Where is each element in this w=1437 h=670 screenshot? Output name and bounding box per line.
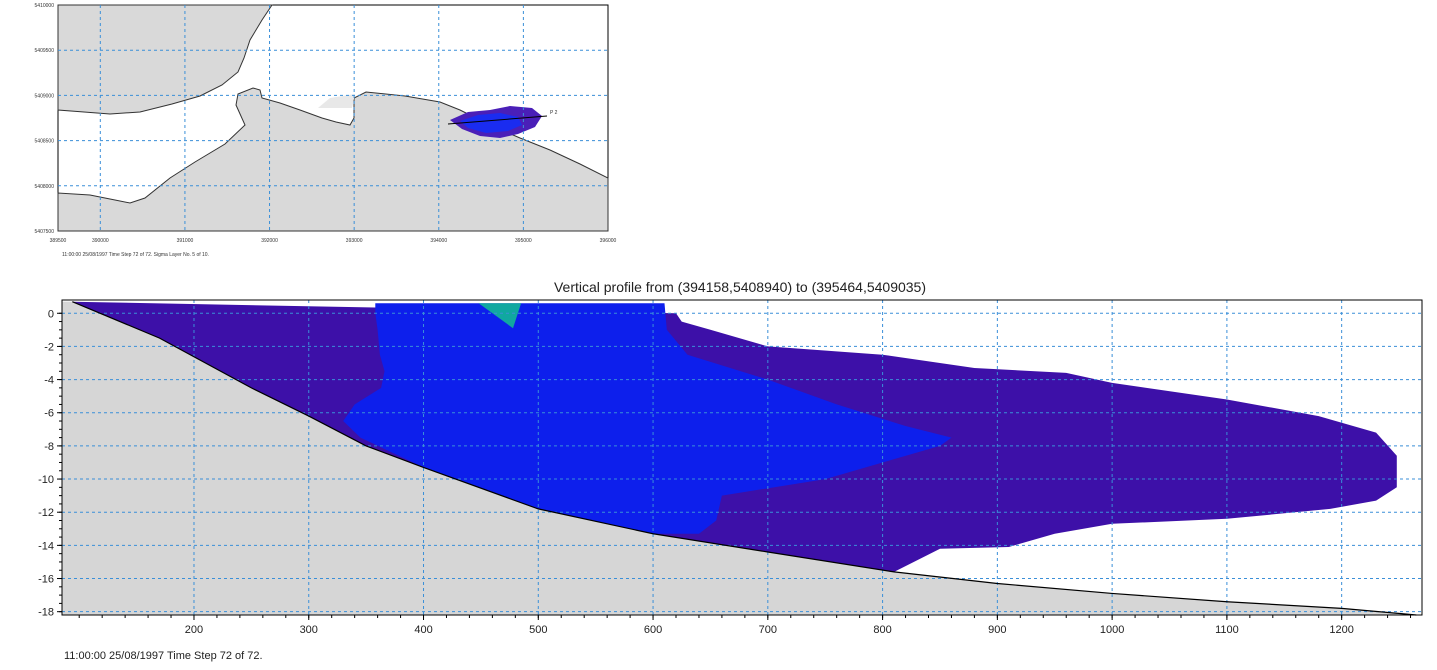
x-tick-label: 800 bbox=[873, 624, 891, 636]
map-x-tick-label: 394000 bbox=[430, 238, 447, 244]
map-transect-line bbox=[447, 115, 548, 125]
x-tick-label: 900 bbox=[988, 624, 1006, 636]
y-tick-label: -14 bbox=[38, 540, 54, 552]
x-tick-label: 1000 bbox=[1100, 624, 1124, 636]
y-tick-label: -16 bbox=[38, 574, 54, 586]
plot-frame bbox=[61, 299, 1423, 616]
y-tick-label: -10 bbox=[38, 474, 54, 486]
x-tick-label: 500 bbox=[529, 624, 547, 636]
x-tick-label: 300 bbox=[300, 624, 318, 636]
x-tick-label: 700 bbox=[759, 624, 777, 636]
seabed-line bbox=[72, 301, 1417, 616]
y-tick-label: -18 bbox=[38, 607, 54, 619]
map-status-text: 11:00:00 25/08/1997 Time Step 72 of 72. … bbox=[62, 252, 209, 258]
map-x-tick-label: 390000 bbox=[92, 238, 109, 244]
concentration-band-3 bbox=[478, 303, 522, 329]
map-x-tick-label: 392000 bbox=[261, 238, 278, 244]
map-y-tick-label: 5409000 bbox=[35, 93, 55, 99]
map-y-tick-label: 5408500 bbox=[35, 139, 55, 145]
plan-view-map: P 2 389500 390000 391000 392000 393000 394000… bbox=[35, 3, 617, 258]
map-x-tick-label: 395000 bbox=[515, 238, 532, 244]
map-land-north bbox=[57, 4, 273, 115]
map-point-label: P 2 bbox=[550, 110, 558, 116]
map-x-tick-label: 391000 bbox=[177, 238, 194, 244]
x-tick-label: 200 bbox=[185, 624, 203, 636]
vertical-profile: 200 300 400 500 600 700 800 900 1000 1100 1200 0 -2 -… bbox=[38, 299, 1423, 636]
map-plume-core bbox=[460, 113, 522, 133]
map-y-tick-label: 5407500 bbox=[35, 229, 55, 235]
concentration-band-2 bbox=[343, 303, 952, 534]
y-tick-label: -12 bbox=[38, 507, 54, 519]
y-tick-label: 0 bbox=[48, 308, 54, 320]
x-tick-label: 600 bbox=[644, 624, 662, 636]
x-tick-label: 1100 bbox=[1215, 624, 1239, 636]
y-tick-label: -4 bbox=[44, 375, 54, 387]
map-x-tick-label: 389500 bbox=[50, 238, 67, 244]
map-y-tick-label: 5410000 bbox=[35, 3, 55, 9]
profile-title: Vertical profile from (394158,5408940) t… bbox=[554, 279, 926, 295]
map-x-tick-label: 396000 bbox=[600, 238, 617, 244]
map-y-tick-label: 5408000 bbox=[35, 184, 55, 190]
y-tick-label: -2 bbox=[44, 341, 54, 353]
y-tick-label: -8 bbox=[44, 441, 54, 453]
profile-status-text: 11:00:00 25/08/1997 Time Step 72 of 72. bbox=[64, 650, 263, 662]
x-tick-label: 1200 bbox=[1329, 624, 1353, 636]
y-tick-label: -6 bbox=[44, 408, 54, 420]
x-tick-label: 400 bbox=[414, 624, 432, 636]
map-shoal bbox=[318, 94, 355, 108]
map-x-tick-label: 393000 bbox=[346, 238, 363, 244]
map-y-tick-label: 5409500 bbox=[35, 48, 55, 54]
seabed-fill bbox=[62, 301, 1422, 615]
